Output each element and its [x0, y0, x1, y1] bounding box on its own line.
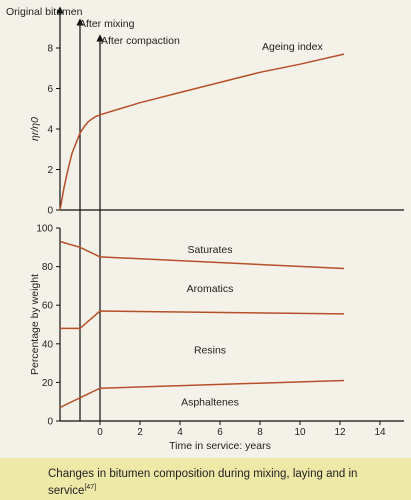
- ageing-index-line: [59, 53, 345, 211]
- region-label-saturates: Saturates: [188, 244, 233, 256]
- composition-boundary-line: [59, 379, 345, 409]
- region-label-asphaltenes: Asphaltenes: [181, 397, 239, 409]
- x-tick-label: 0: [97, 427, 103, 438]
- x-tick-label: 6: [217, 427, 223, 438]
- ageing-index-label: Ageing index: [262, 41, 323, 53]
- caption-text: Changes in bitumen composition during mi…: [48, 468, 358, 497]
- top-y-tick-label: 4: [47, 125, 53, 136]
- bottom-y-tick-label: 20: [42, 378, 54, 389]
- x-tick-label: 14: [374, 427, 386, 438]
- x-axis-label: Time in service: years: [169, 440, 271, 452]
- event-label: Original bitumen: [6, 6, 83, 18]
- composition-boundary-line: [60, 310, 345, 330]
- top-y-tick-label: 8: [47, 44, 53, 55]
- bottom-y-axis-label: Percentage by weight: [29, 274, 41, 375]
- top-y-tick-label: 6: [47, 84, 53, 95]
- figure-caption: Changes in bitumen composition during mi…: [0, 458, 411, 500]
- caption-reference: [47]: [84, 484, 97, 491]
- event-label: After mixing: [79, 18, 135, 30]
- composition-boundary-line: [59, 240, 345, 270]
- bottom-y-tick-label: 40: [42, 339, 54, 350]
- bottom-y-tick-label: 60: [42, 301, 54, 312]
- bottom-y-tick-label: 100: [36, 224, 53, 235]
- region-label-aromatics: Aromatics: [187, 283, 234, 295]
- top-y-tick-label: 0: [47, 206, 53, 217]
- x-tick-label: 4: [177, 427, 183, 438]
- bottom-y-tick-label: 80: [42, 262, 54, 273]
- x-tick-label: 8: [257, 427, 263, 438]
- x-tick-label: 12: [334, 427, 346, 438]
- top-y-tick-label: 2: [47, 165, 53, 176]
- bottom-y-tick-label: 0: [47, 417, 53, 428]
- event-label: After compaction: [101, 35, 180, 47]
- top-y-axis-label: ηr/η0: [29, 117, 41, 141]
- region-label-resins: Resins: [194, 345, 226, 357]
- x-tick-label: 2: [137, 427, 143, 438]
- x-tick-label: 10: [294, 427, 306, 438]
